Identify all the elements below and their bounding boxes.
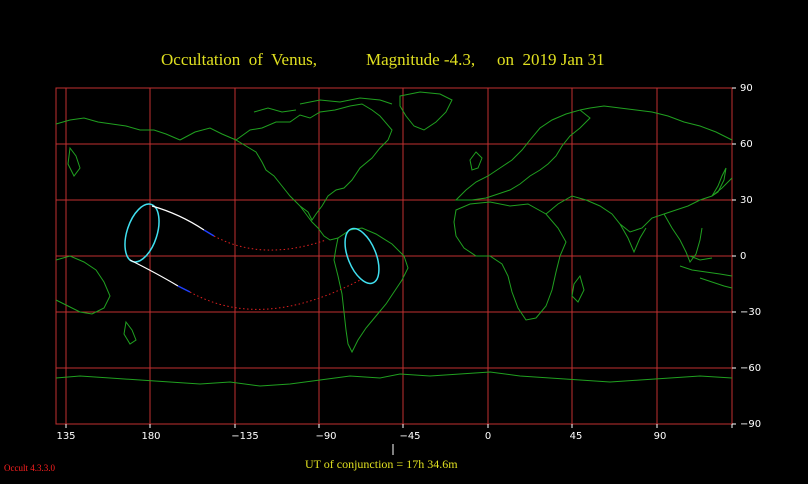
southern-night-path <box>189 279 361 310</box>
coast-africa <box>453 201 567 321</box>
coast-south-america <box>333 227 409 354</box>
lon-label-minus90: −90 <box>315 431 337 442</box>
conjunction-time-label: UT of conjunction = 17h 34.6m <box>305 457 458 471</box>
coast-australia-west <box>699 277 733 289</box>
software-version: Occult 4.3.3.0 <box>4 463 55 473</box>
coast-north-america <box>235 103 393 221</box>
coastlines <box>55 91 733 387</box>
title-object: Occultation of Venus, <box>161 50 317 69</box>
northern-night-path <box>213 235 327 251</box>
lat-label-90: 90 <box>740 83 753 94</box>
title-magnitude: Magnitude -4.3, <box>366 50 476 69</box>
southern-limit-line <box>129 259 179 287</box>
south-america-limit-ellipse <box>344 227 380 285</box>
coast-indonesia <box>679 255 733 277</box>
lat-label-30: 30 <box>740 195 753 206</box>
lat-label-0: 0 <box>740 251 747 262</box>
lon-label-45: 45 <box>569 431 583 442</box>
title-date: on 2019 Jan 31 <box>497 50 605 69</box>
lat-label-minus30: −30 <box>740 307 762 318</box>
coast-kamchatka <box>67 146 81 177</box>
coast-uk <box>469 151 483 171</box>
graticule <box>56 87 736 428</box>
lat-label-minus90: −90 <box>740 419 762 430</box>
coast-greenland <box>399 91 453 131</box>
map-title: Occultation of Venus, Magnitude -4.3, on… <box>0 50 808 74</box>
northern-twilight-segment <box>203 229 215 237</box>
coast-india <box>619 223 647 254</box>
coast-alaska <box>179 127 237 141</box>
lon-label-0: 0 <box>484 431 492 442</box>
lon-label-180: 180 <box>141 431 161 442</box>
coast-europe <box>454 109 591 201</box>
southern-twilight-segment <box>177 285 191 293</box>
coast-asia <box>545 105 733 233</box>
lon-label-minus45: −45 <box>399 431 421 442</box>
coast-new-zealand <box>123 320 137 345</box>
northern-limit-line <box>151 205 205 231</box>
coast-antarctica <box>55 371 733 387</box>
coast-central-america <box>299 205 339 241</box>
lon-label-minus135: −135 <box>231 431 259 442</box>
lon-label-90: 90 <box>653 431 667 442</box>
coast-east-asia-wrap <box>55 117 181 141</box>
coast-indochina <box>663 213 703 264</box>
coast-arctic-islands <box>253 97 393 113</box>
lat-label-minus60: −60 <box>740 363 762 374</box>
coast-australia-east <box>55 255 111 315</box>
lon-label-135: 135 <box>56 431 76 442</box>
coast-japan <box>711 167 727 197</box>
lat-label-60: 60 <box>740 139 753 150</box>
occultation-track <box>124 203 380 310</box>
coast-madagascar <box>571 274 585 303</box>
